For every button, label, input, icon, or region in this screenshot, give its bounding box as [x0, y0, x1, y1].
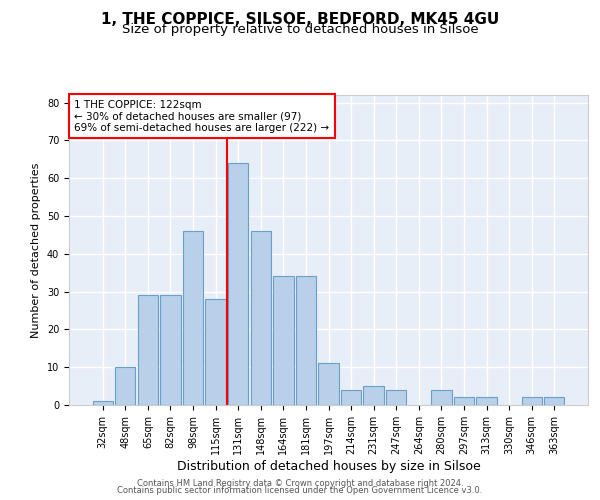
- Bar: [431, 390, 452, 405]
- Text: Contains HM Land Registry data © Crown copyright and database right 2024.: Contains HM Land Registry data © Crown c…: [137, 478, 463, 488]
- Y-axis label: Number of detached properties: Number of detached properties: [31, 162, 41, 338]
- X-axis label: Distribution of detached houses by size in Silsoe: Distribution of detached houses by size …: [176, 460, 481, 472]
- Text: 1, THE COPPICE, SILSOE, BEDFORD, MK45 4GU: 1, THE COPPICE, SILSOE, BEDFORD, MK45 4G…: [101, 12, 499, 28]
- Bar: [386, 390, 406, 405]
- Text: 1 THE COPPICE: 122sqm
← 30% of detached houses are smaller (97)
69% of semi-deta: 1 THE COPPICE: 122sqm ← 30% of detached …: [74, 100, 329, 133]
- Bar: [296, 276, 316, 405]
- Text: Contains public sector information licensed under the Open Government Licence v3: Contains public sector information licen…: [118, 486, 482, 495]
- Bar: [115, 367, 136, 405]
- Bar: [521, 398, 542, 405]
- Bar: [476, 398, 497, 405]
- Bar: [228, 163, 248, 405]
- Bar: [273, 276, 293, 405]
- Bar: [544, 398, 565, 405]
- Bar: [319, 364, 338, 405]
- Bar: [138, 296, 158, 405]
- Bar: [183, 231, 203, 405]
- Bar: [251, 231, 271, 405]
- Bar: [160, 296, 181, 405]
- Bar: [341, 390, 361, 405]
- Bar: [364, 386, 384, 405]
- Text: Size of property relative to detached houses in Silsoe: Size of property relative to detached ho…: [122, 22, 478, 36]
- Bar: [205, 299, 226, 405]
- Bar: [454, 398, 474, 405]
- Bar: [92, 401, 113, 405]
